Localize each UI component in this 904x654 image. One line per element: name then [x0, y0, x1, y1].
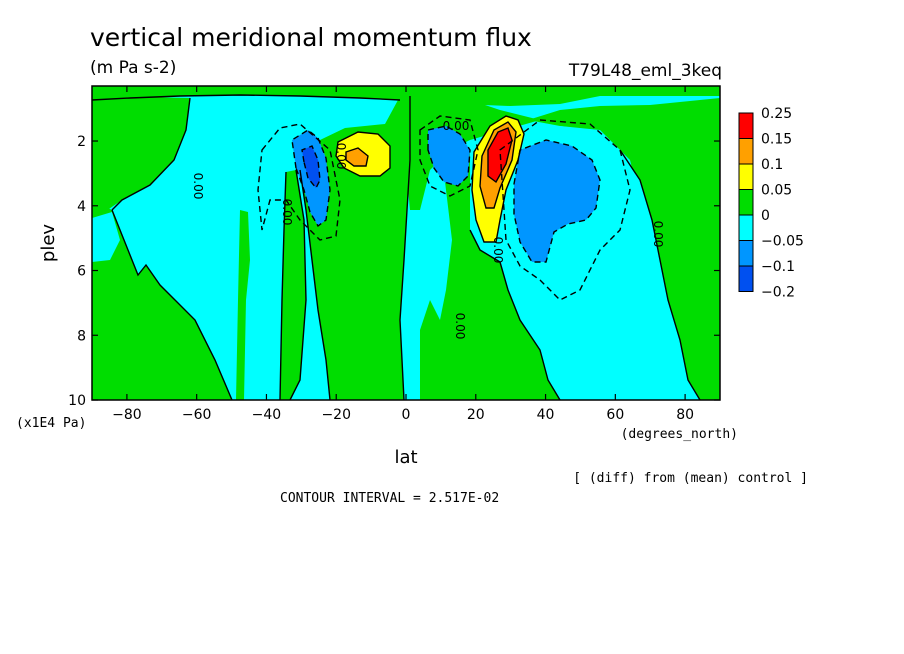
x-tick-label: −80 [112, 407, 142, 423]
shade-green-left-column [92, 96, 190, 218]
filled-contours [92, 86, 720, 400]
contour-value-label: 0.00 [651, 221, 665, 248]
contour-value-label: 0.00 [334, 143, 348, 170]
y-tick-label: 6 [77, 264, 86, 280]
x-tick-label: 20 [467, 407, 485, 423]
x-tick-label: 40 [537, 407, 555, 423]
colorbar-level-label: −0.05 [761, 234, 804, 250]
shade-green-left-lower [92, 200, 232, 400]
y-axis-units: (x1E4 Pa) [16, 416, 86, 431]
contour-value-label: 0.00 [191, 173, 205, 200]
colorbar-swatch [738, 112, 754, 139]
colorbar: 0.25 0.15 0.1 0.05 0 −0.05 −0.1 −0.2 [738, 106, 804, 301]
x-axis: −80 −60 −40 −20 0 20 40 60 80 [112, 86, 694, 423]
diff-note: [ (diff) from (mean) control ] [573, 471, 808, 486]
shade-green-nh [420, 140, 560, 400]
contour-lines [92, 94, 701, 400]
colorbar-level-label: 0.15 [761, 132, 792, 148]
negative-contours [257, 115, 631, 301]
x-tick-label: −40 [252, 407, 282, 423]
colorbar-level-label: 0.05 [761, 183, 792, 199]
shade-orange-sh [346, 148, 368, 166]
shade-green-strip-west2 [280, 170, 306, 400]
contour-labels: 0.00 0.00 0.00 0.00 0.00 0.00 0.00 [191, 119, 665, 339]
shade-green-strip-west [236, 210, 250, 400]
shade-green-east [528, 98, 720, 400]
y-axis: 2 4 6 8 10 [68, 134, 720, 409]
experiment-label: T79L48_eml_3keq [568, 61, 722, 81]
colorbar-swatch [738, 189, 754, 216]
colorbar-swatch [738, 163, 754, 190]
shade-blue-sh-core [302, 146, 320, 188]
shade-green-top [92, 86, 720, 106]
x-tick-label: −20 [321, 407, 351, 423]
colorbar-swatch [738, 265, 754, 292]
x-tick-label: 0 [402, 407, 411, 423]
y-tick-label: 2 [77, 134, 86, 150]
contour-value-label: 0.00 [443, 119, 470, 133]
contour-value-label: 0.00 [491, 237, 505, 264]
colorbar-level-label: 0.25 [761, 106, 792, 122]
x-tick-label: 60 [606, 407, 624, 423]
colorbar-swatch [738, 138, 754, 165]
x-tick-label: −60 [182, 407, 212, 423]
colorbar-level-label: −0.2 [761, 285, 795, 301]
colorbar-swatch [738, 214, 754, 241]
colorbar-level-label: 0.1 [761, 157, 783, 173]
x-axis-units: (degrees_north) [621, 427, 738, 442]
colorbar-swatch [738, 240, 754, 267]
y-axis-label: plev [38, 224, 59, 263]
y-tick-label: 8 [77, 328, 86, 344]
shade-cyan-left-pocket [92, 212, 120, 262]
contour-interval-note: CONTOUR INTERVAL = 2.517E-02 [280, 491, 499, 506]
y-tick-label: 4 [77, 199, 86, 215]
colorbar-level-label: −0.1 [761, 259, 795, 275]
x-tick-label: 80 [676, 407, 694, 423]
x-axis-label: lat [394, 447, 417, 468]
chart-units: (m Pa s-2) [90, 58, 176, 78]
shade-blue-nh [514, 140, 600, 262]
y-tick-label: 10 [68, 393, 86, 409]
chart-title: vertical meridional momentum flux [90, 23, 532, 52]
shade-blue-eq [428, 126, 470, 186]
contour-value-label: 0.00 [453, 313, 467, 340]
colorbar-level-label: 0 [761, 208, 770, 224]
contour-value-label: 0.00 [280, 199, 294, 226]
